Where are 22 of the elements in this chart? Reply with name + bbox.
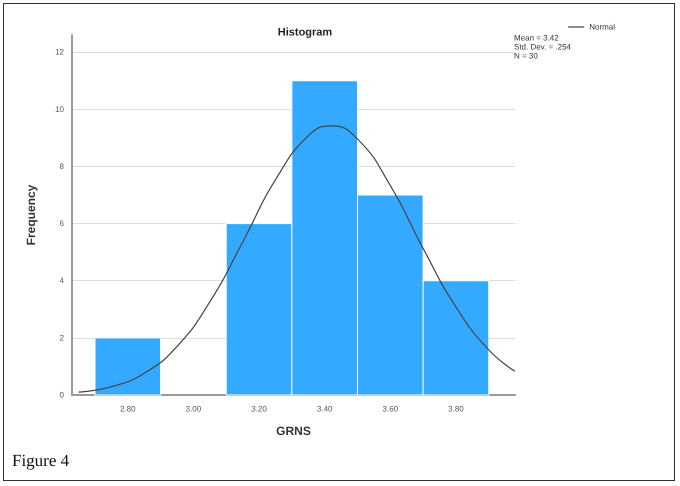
y-tick-label: 6 <box>60 219 65 228</box>
y-tick-label: 0 <box>60 390 65 400</box>
x-axis-title: GRNS <box>276 424 311 438</box>
y-tick-label: 2 <box>60 333 65 342</box>
annotation: Std. Dev. = .254 <box>514 42 572 52</box>
annotation: Mean = 3.42 <box>514 34 560 42</box>
y-tick-label: 4 <box>60 276 65 286</box>
annotation: N = 30 <box>514 52 538 60</box>
y-tick-label: 8 <box>60 162 65 171</box>
x-tick-label: 3.00 <box>186 404 202 414</box>
chart-title: Histogram <box>278 26 332 38</box>
line-series <box>78 125 516 393</box>
x-tick-label: 3.40 <box>316 404 334 414</box>
x-tick-label: 3.20 <box>251 404 268 414</box>
x-tick-label: 3.80 <box>448 404 464 414</box>
x-tick-label: 3.60 <box>382 404 399 414</box>
y-tick-label: 12 <box>55 48 65 57</box>
caption: Figure 4 <box>12 451 70 470</box>
legend-label: Normal <box>589 22 616 32</box>
y-axis-title: Frequency <box>24 184 38 246</box>
y-tick-label: 10 <box>55 104 65 114</box>
x-tick-label: 2.80 <box>120 404 136 414</box>
